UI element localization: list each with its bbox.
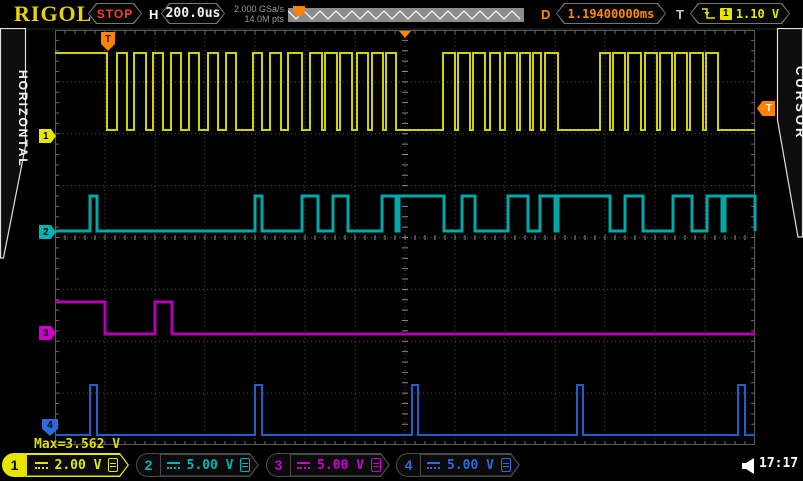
ch1-trace bbox=[55, 52, 755, 131]
ch3-scale-value: 5.00 V bbox=[317, 457, 364, 473]
run-stop-indicator[interactable]: STOP bbox=[88, 3, 142, 24]
speaker-icon bbox=[742, 458, 754, 474]
ch3-marker-label: 3 bbox=[43, 327, 49, 339]
delay-d-label: D bbox=[541, 7, 551, 22]
ch2-trace bbox=[55, 194, 757, 233]
ch4-marker-label: 4 bbox=[47, 420, 53, 431]
memory-depth: 14.0M pts bbox=[244, 14, 284, 24]
ch1-scale-value: 2.00 V bbox=[54, 457, 102, 473]
ch1-dc-coupling-icon bbox=[35, 462, 48, 469]
cursor-menu-tab[interactable]: CURSOR bbox=[772, 28, 803, 238]
trigger-position-markers[interactable]: T bbox=[101, 31, 411, 51]
ch3-number-badge: 3 bbox=[266, 453, 291, 477]
acquisition-info: 2.000 GSa/s 14.0M pts bbox=[228, 4, 284, 24]
rigol-logo: RIGOL bbox=[14, 1, 93, 26]
ch4-trace bbox=[55, 384, 755, 436]
channel2-control[interactable]: 5.00 V 2 bbox=[136, 453, 259, 477]
falling-edge-icon bbox=[701, 7, 716, 20]
trigger-settings-control[interactable]: 1 1.10 V bbox=[690, 3, 790, 24]
trigger-level-value: 1.10 V bbox=[735, 6, 780, 21]
ch1-position-marker[interactable]: 1 bbox=[39, 129, 56, 143]
cursor-tab-label: CURSOR bbox=[793, 66, 803, 140]
ch2-bandwidth-icon bbox=[240, 458, 250, 472]
ch2-number-badge: 2 bbox=[136, 453, 161, 477]
channel3-control[interactable]: 5.00 V 3 bbox=[266, 453, 390, 477]
status-bar: RIGOL STOP H 200.0us 2.000 GSa/s 14.0M p… bbox=[0, 0, 803, 30]
ch3-dc-coupling-icon bbox=[297, 462, 310, 469]
system-clock: 17:17 bbox=[759, 456, 799, 471]
ch2-dc-coupling-icon bbox=[167, 462, 180, 469]
graticule: T bbox=[55, 30, 757, 445]
trigger-time-flag-label: T bbox=[105, 34, 111, 45]
delay-value: 1.19400000ms bbox=[567, 6, 655, 21]
horizontal-h-label: H bbox=[149, 7, 159, 22]
channel4-control[interactable]: 5.00 V 4 bbox=[396, 453, 520, 477]
waveform-overview-strip[interactable] bbox=[288, 6, 524, 23]
ch1-bandwidth-icon bbox=[108, 458, 118, 472]
strip-trigger-marker-icon[interactable] bbox=[293, 6, 305, 17]
trigger-marker-label: T bbox=[765, 103, 772, 114]
grid-lines bbox=[55, 30, 755, 445]
horizontal-tab-label: HORIZONTAL bbox=[16, 70, 30, 168]
measurement-max-value: Max=3.562 V bbox=[34, 437, 121, 452]
ch3-bandwidth-icon bbox=[371, 458, 381, 472]
ch4-position-marker[interactable]: 4 bbox=[42, 419, 58, 436]
ch2-marker-label: 2 bbox=[43, 226, 49, 238]
ch3-trace bbox=[55, 300, 755, 336]
timebase-control[interactable]: 200.0us bbox=[161, 3, 225, 24]
trigger-center-marker-icon[interactable] bbox=[399, 31, 411, 38]
trigger-time-flag-icon[interactable] bbox=[101, 32, 115, 51]
ch4-dc-coupling-icon bbox=[427, 462, 440, 469]
cursor-tab-shape bbox=[776, 28, 803, 238]
strip-waveform bbox=[288, 10, 521, 20]
horizontal-tab-shape bbox=[0, 28, 27, 259]
ch1-marker-label: 1 bbox=[43, 130, 49, 142]
ch4-bandwidth-icon bbox=[501, 458, 511, 472]
sample-rate: 2.000 GSa/s bbox=[233, 4, 284, 14]
horizontal-menu-tab[interactable]: HORIZONTAL bbox=[0, 28, 30, 260]
trigger-source-badge: 1 bbox=[720, 8, 732, 20]
trigger-delay-control[interactable]: 1.19400000ms bbox=[556, 3, 666, 24]
ch4-number-badge: 4 bbox=[396, 453, 421, 477]
stop-label: STOP bbox=[96, 6, 134, 21]
ch1-number-badge: 1 bbox=[2, 453, 27, 477]
channel1-control[interactable]: 2.00 V 1 bbox=[2, 453, 129, 477]
timebase-value: 200.0us bbox=[165, 6, 221, 21]
trigger-level-marker[interactable]: T bbox=[757, 101, 775, 116]
trigger-t-label: T bbox=[676, 7, 684, 22]
ch3-position-marker[interactable]: 3 bbox=[39, 326, 56, 340]
ch2-position-marker[interactable]: 2 bbox=[39, 225, 56, 239]
waveform-traces bbox=[55, 52, 757, 436]
channel-status-bar: 2.00 V 1 5.00 V 2 5.00 V 3 bbox=[0, 451, 803, 481]
ch2-scale-value: 5.00 V bbox=[186, 457, 234, 473]
ch4-scale-value: 5.00 V bbox=[447, 457, 494, 473]
